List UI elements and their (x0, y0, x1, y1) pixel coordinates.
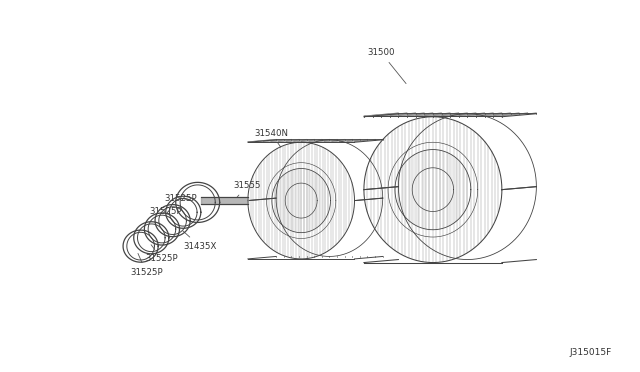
Text: 31525P: 31525P (149, 208, 182, 217)
Text: J315015F: J315015F (570, 348, 612, 357)
Text: 31525P: 31525P (164, 193, 197, 203)
Text: 31525P: 31525P (146, 245, 179, 263)
Text: 31525P: 31525P (130, 253, 163, 277)
Text: 31435X: 31435X (183, 231, 217, 251)
Text: 31540N: 31540N (254, 129, 288, 147)
Text: 31555: 31555 (234, 181, 261, 197)
Text: 31500: 31500 (367, 48, 406, 84)
